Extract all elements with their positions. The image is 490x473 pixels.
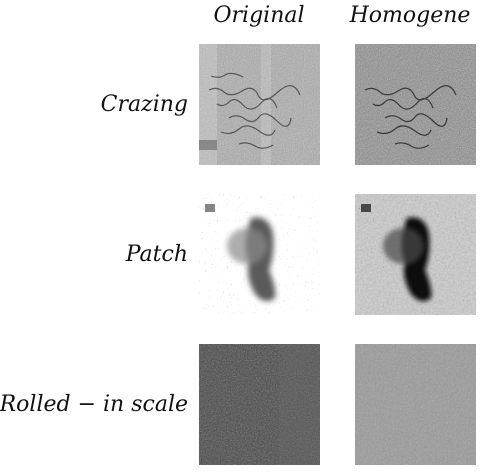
rolled-in-scale-original-image bbox=[199, 344, 320, 465]
crazing-original-image bbox=[199, 44, 320, 165]
column-header-original: Original bbox=[213, 3, 305, 28]
patch-homogene-image bbox=[355, 194, 476, 315]
crazing-homogene-image bbox=[355, 44, 476, 165]
rolled-in-scale-homogene-image bbox=[355, 344, 476, 465]
row-label-patch: Patch bbox=[125, 242, 188, 267]
row-label-crazing: Crazing bbox=[100, 92, 188, 117]
row-label-rolled-in-scale: Rolled − in scale bbox=[0, 392, 188, 417]
column-header-homogene: Homogene bbox=[349, 3, 471, 28]
patch-original-image bbox=[199, 194, 320, 315]
